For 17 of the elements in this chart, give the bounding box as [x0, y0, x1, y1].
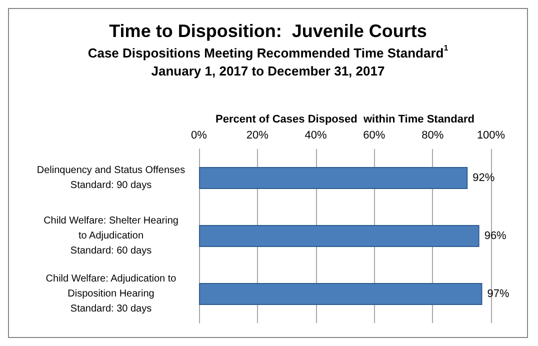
x-tick-label: 40%	[304, 130, 328, 142]
bar	[199, 225, 480, 247]
x-tick-label: 60%	[363, 130, 386, 142]
y-tick-label: Delinquency and Status Offenses Standard: 90 days	[36, 165, 186, 191]
bar	[199, 283, 482, 305]
x-tick-label: 80%	[422, 130, 444, 142]
x-axis-title: Percent of Cases Disposed within Time Standard	[216, 114, 474, 126]
y-tick-label: Child Welfare: Adjudication to Disposition Hearing Standard: 30 days	[46, 274, 177, 314]
data-label: 96%	[484, 230, 507, 242]
x-tick-label: 100%	[476, 130, 506, 142]
data-label: 97%	[487, 288, 510, 300]
chart-title: Time to Disposition: Juvenile Courts	[109, 21, 427, 41]
x-tick-label: 20%	[246, 130, 269, 142]
x-tick-label: 0%	[191, 130, 208, 142]
y-tick-label: Child Welfare: Shelter Hearing to Adjudication Standard: 60 days	[44, 216, 178, 256]
data-label: 92%	[472, 172, 495, 184]
bar	[199, 167, 468, 189]
